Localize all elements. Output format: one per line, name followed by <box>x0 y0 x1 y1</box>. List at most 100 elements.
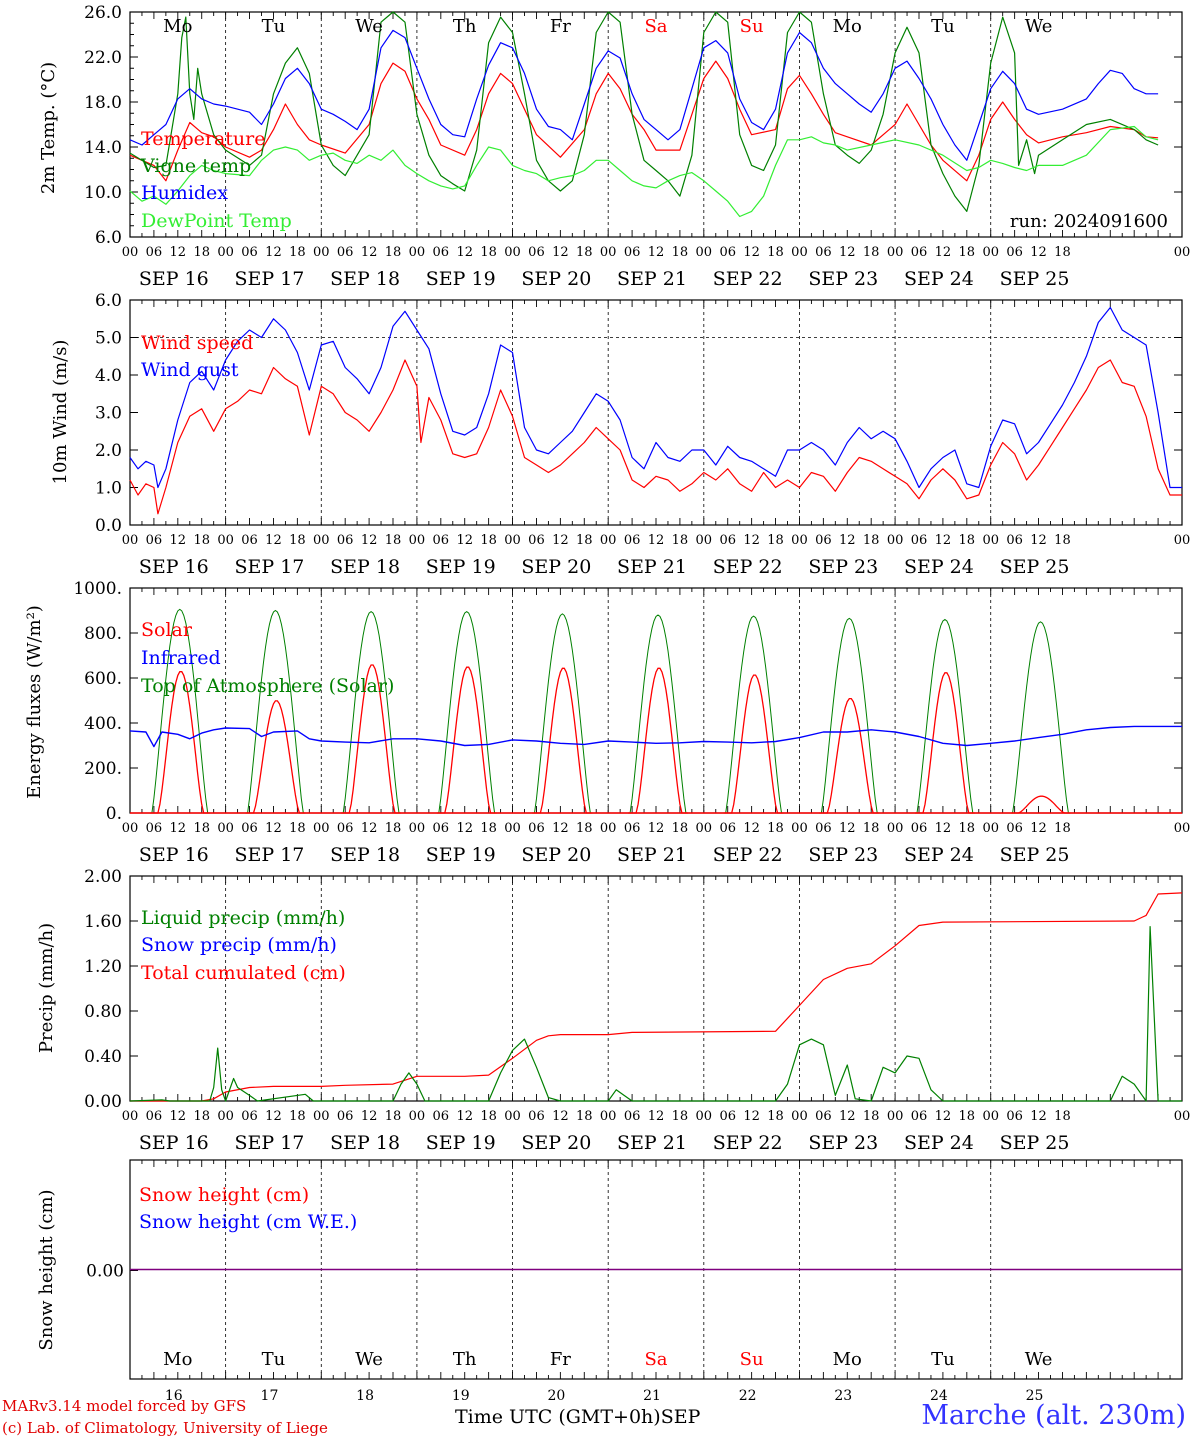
weekday-label: We <box>1025 1349 1053 1370</box>
date-label: SEP 18 <box>330 844 400 866</box>
hour-label: 12 <box>170 533 187 548</box>
date-label: SEP 24 <box>904 844 974 866</box>
hour-label: 18 <box>193 245 210 260</box>
series-line <box>130 892 1183 1102</box>
toa-solar-curve <box>436 610 497 814</box>
hour-label: 00 <box>504 533 521 548</box>
legend-wind-speed: Wind speed <box>141 332 253 354</box>
legend-temperature: Temperature <box>141 128 265 150</box>
hour-label: 18 <box>863 821 880 836</box>
hour-label: 12 <box>170 245 187 260</box>
weekday-label: Mo <box>163 16 192 37</box>
date-label: SEP 18 <box>330 1132 400 1154</box>
hour-label: 06 <box>911 245 928 260</box>
hour-label: 06 <box>815 821 832 836</box>
run-label: run: 2024091600 <box>1010 211 1168 232</box>
hour-label: 12 <box>361 245 378 260</box>
hour-label: 00 <box>982 821 999 836</box>
solar-curve <box>245 700 306 814</box>
hour-label: 00 <box>504 821 521 836</box>
solar-curve <box>436 666 497 814</box>
snow-y-ticks: 0.00 <box>86 1262 138 1282</box>
hour-label: 00 <box>217 245 234 260</box>
series-line <box>129 925 1182 1102</box>
hour-label: 12 <box>456 533 473 548</box>
date-label: SEP 23 <box>808 556 878 578</box>
month-label: SEP <box>660 1406 701 1428</box>
weekday-label: Tu <box>931 1349 955 1370</box>
hour-label: 06 <box>433 1109 450 1124</box>
y-tick-label: 2.0 <box>95 441 122 461</box>
hour-label: 18 <box>672 533 689 548</box>
hour-label: 06 <box>911 821 928 836</box>
y-tick-label: 1.60 <box>84 912 122 932</box>
date-label: SEP 18 <box>330 556 400 578</box>
hour-label: 18 <box>480 1109 497 1124</box>
y-tick-label: 600. <box>84 669 122 689</box>
date-label: SEP 25 <box>1000 556 1070 578</box>
hour-label: 18 <box>767 245 784 260</box>
y-tick-label: 22.0 <box>84 48 122 68</box>
date-label: SEP 25 <box>1000 1132 1070 1154</box>
hour-label: 18 <box>863 1109 880 1124</box>
hour-label: 00 <box>887 533 904 548</box>
date-label: SEP 20 <box>521 1132 591 1154</box>
hour-label: 00 <box>122 245 139 260</box>
toa-solar-curve <box>149 608 210 814</box>
legend-solar: Solar <box>141 619 193 641</box>
hour-label: 12 <box>361 533 378 548</box>
hour-label: 18 <box>959 533 976 548</box>
hour-label: 12 <box>456 821 473 836</box>
hour-label: 12 <box>552 821 569 836</box>
day-number-label: 21 <box>643 1388 661 1404</box>
hour-label: 18 <box>385 245 402 260</box>
hour-label: 18 <box>959 1109 976 1124</box>
legend-liquid-precip: Liquid precip (mm/h) <box>141 907 345 929</box>
hour-label: 00 <box>313 821 330 836</box>
y-tick-label: 26.0 <box>84 3 122 23</box>
weekday-label: We <box>355 1349 383 1370</box>
solar-curve <box>723 674 784 814</box>
hour-label: 06 <box>719 821 736 836</box>
hour-label: 00 <box>696 245 713 260</box>
solar-curve <box>1010 795 1071 814</box>
hour-label: 00 <box>600 821 617 836</box>
hour-label: 12 <box>361 821 378 836</box>
y-tick-label: 5.0 <box>95 329 122 349</box>
hour-label: 12 <box>648 821 665 836</box>
toa-solar-curve <box>341 610 401 814</box>
weekday-label: We <box>1025 16 1053 37</box>
series-line <box>129 11 1159 212</box>
date-label: SEP 18 <box>330 268 400 290</box>
date-label: SEP 22 <box>713 268 783 290</box>
date-label: SEP 20 <box>521 556 591 578</box>
solar-curve <box>628 667 688 814</box>
hour-label: 00 <box>409 533 426 548</box>
hour-label: 12 <box>935 821 952 836</box>
y-tick-label: 6.0 <box>95 291 122 311</box>
day-number-label: 20 <box>547 1388 565 1404</box>
hour-label: 00 <box>1174 245 1191 260</box>
hour-label: 00 <box>982 533 999 548</box>
hour-label: 00 <box>982 245 999 260</box>
hour-label: 00 <box>982 1109 999 1124</box>
hour-label: 00 <box>791 533 808 548</box>
hour-label: 06 <box>1006 533 1023 548</box>
date-label: SEP 19 <box>426 1132 496 1154</box>
weekday-label: Tu <box>262 16 286 37</box>
temperature-y-ticks: 6.0 10.0 14.0 18.0 22.0 26.0 <box>84 3 1182 248</box>
day-number-label: 23 <box>834 1388 852 1404</box>
date-label: SEP 24 <box>904 268 974 290</box>
hour-label: 18 <box>289 821 306 836</box>
hour-label: 12 <box>743 1109 760 1124</box>
hour-label: 18 <box>193 1109 210 1124</box>
hour-label: 00 <box>504 1109 521 1124</box>
solar-curve <box>341 664 401 814</box>
weekday-label: Th <box>453 1349 477 1370</box>
hour-label: 12 <box>1030 245 1047 260</box>
hour-label: 06 <box>146 533 163 548</box>
temperature-lines <box>129 11 1159 218</box>
